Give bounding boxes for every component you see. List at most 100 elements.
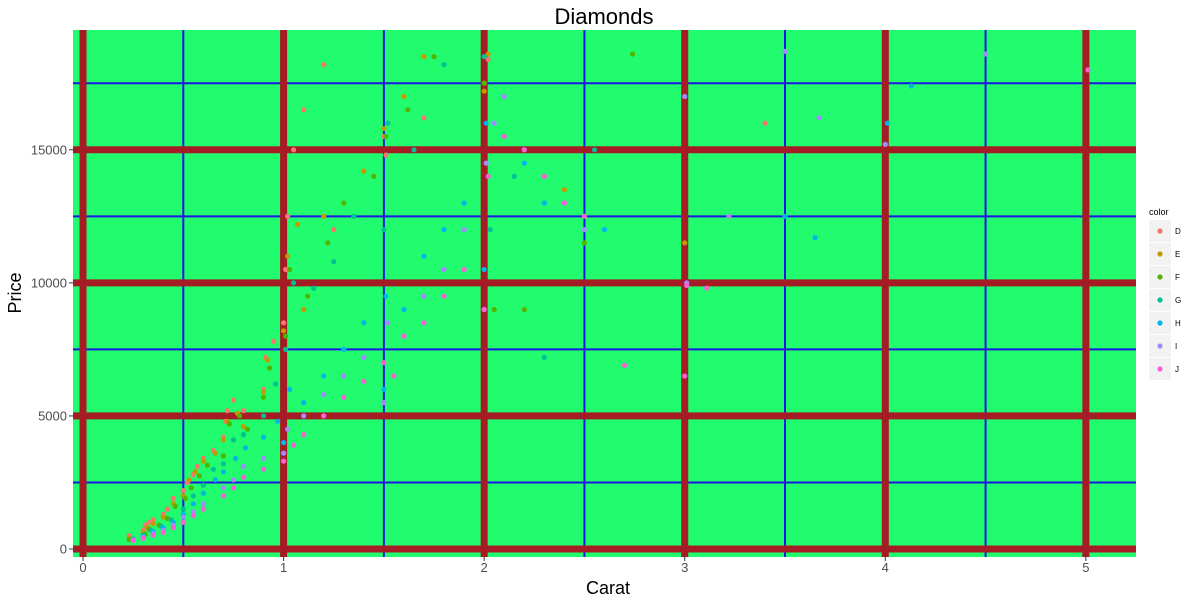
data-point <box>260 394 267 400</box>
data-point <box>541 354 547 360</box>
data-point <box>150 517 156 523</box>
data-point <box>285 253 291 259</box>
data-point <box>285 426 291 432</box>
data-point <box>287 266 293 273</box>
data-point <box>501 93 507 100</box>
data-point <box>281 440 287 446</box>
data-point <box>220 461 226 467</box>
x-tick-label: 4 <box>882 560 889 575</box>
plot-panel <box>73 30 1136 557</box>
legend-label: J <box>1175 365 1179 374</box>
data-point <box>160 529 166 536</box>
data-point <box>461 266 467 273</box>
data-point <box>581 227 588 233</box>
data-point <box>190 509 196 515</box>
y-axis-ticks: 0 5000 10000 15000 <box>31 142 73 557</box>
data-point <box>260 466 267 472</box>
data-point <box>341 394 347 400</box>
data-point <box>295 221 301 227</box>
data-point <box>150 521 156 527</box>
legend-swatch <box>1157 251 1163 257</box>
data-point <box>182 495 188 501</box>
data-point <box>321 213 327 219</box>
data-point <box>501 133 507 140</box>
x-tick-label: 1 <box>280 560 287 575</box>
data-point <box>210 466 216 472</box>
data-point <box>212 477 218 483</box>
data-point <box>541 200 547 206</box>
data-point <box>200 501 206 507</box>
x-tick-label: 3 <box>681 560 688 575</box>
data-point <box>220 453 226 459</box>
legend-item-J: J <box>1149 358 1179 380</box>
data-point <box>260 389 267 395</box>
data-point <box>682 93 688 100</box>
data-point <box>381 386 387 392</box>
data-point <box>301 432 307 438</box>
legend-label: E <box>1175 250 1180 259</box>
data-point <box>212 450 218 456</box>
data-point <box>180 487 186 494</box>
data-point <box>622 362 628 368</box>
data-point <box>230 437 237 443</box>
data-point <box>421 293 427 299</box>
data-point <box>190 513 196 519</box>
data-point <box>485 173 491 179</box>
legend-label: D <box>1175 227 1181 236</box>
data-point <box>281 450 287 456</box>
data-point <box>273 381 279 387</box>
data-point <box>682 240 688 246</box>
x-tick-label: 2 <box>481 560 488 575</box>
data-point <box>172 503 178 509</box>
data-point <box>371 173 377 179</box>
data-point <box>192 469 198 475</box>
data-point <box>321 373 327 379</box>
data-point <box>164 506 170 512</box>
data-point <box>291 147 297 153</box>
x-tick-label: 0 <box>79 560 86 575</box>
data-point <box>441 227 447 233</box>
data-point <box>281 458 287 464</box>
data-point <box>180 506 186 512</box>
x-tick-label: 5 <box>1082 560 1089 575</box>
data-point <box>561 200 568 206</box>
panel-background <box>73 30 1136 557</box>
data-point <box>301 306 307 313</box>
data-point <box>581 240 588 246</box>
data-point <box>230 477 237 483</box>
x-axis-ticks: 0 1 2 3 4 5 <box>79 557 1089 575</box>
data-point <box>204 462 210 468</box>
data-point <box>275 418 281 424</box>
y-tick-label: 5000 <box>38 408 67 423</box>
data-point <box>421 54 427 60</box>
data-point <box>401 306 407 313</box>
legend-swatch <box>1157 320 1163 326</box>
legend-swatch <box>1157 297 1163 303</box>
data-point <box>882 141 888 147</box>
data-point <box>150 532 156 538</box>
data-point <box>491 120 497 126</box>
data-point <box>283 333 289 339</box>
legend-item-D: D <box>1149 220 1181 242</box>
legend-swatch <box>1157 366 1163 372</box>
legend-item-F: F <box>1149 266 1180 288</box>
data-point <box>361 378 367 384</box>
data-point <box>196 473 202 479</box>
data-point <box>283 346 289 352</box>
data-point <box>325 240 331 246</box>
data-point <box>224 408 230 414</box>
data-point <box>264 357 271 363</box>
data-point <box>762 120 768 126</box>
data-point <box>281 320 287 326</box>
data-point <box>630 51 636 57</box>
data-point <box>281 328 287 334</box>
legend-item-E: E <box>1149 243 1180 265</box>
y-tick-label: 0 <box>60 542 67 557</box>
data-point <box>190 501 196 507</box>
data-point <box>441 62 447 68</box>
data-point <box>126 537 132 543</box>
legend-label: I <box>1175 342 1177 351</box>
legend-swatch <box>1157 228 1163 234</box>
data-point <box>481 80 487 86</box>
